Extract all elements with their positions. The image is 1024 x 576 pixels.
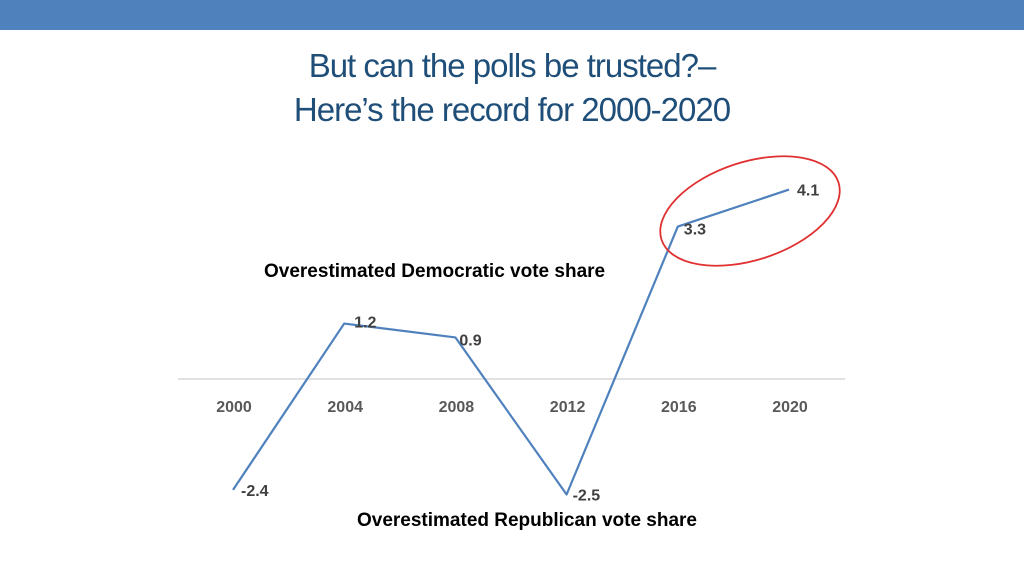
data-label-2004: 1.2	[354, 315, 376, 332]
data-label-2012: -2.5	[573, 488, 601, 505]
data-label-2020: 4.1	[797, 183, 819, 200]
x-tick-label-2016: 2016	[661, 399, 697, 416]
x-tick-label-2012: 2012	[550, 399, 586, 416]
slide-title-line-2: Here’s the record for 2000-2020	[293, 91, 731, 128]
x-tick-label-2008: 2008	[439, 399, 475, 416]
x-tick-label-2020: 2020	[772, 399, 808, 416]
x-tick-label-2000: 2000	[216, 399, 252, 416]
series-line	[232, 188, 790, 496]
data-labels: -2.4 1.2 0.9 -2.5 3.3 4.1	[241, 183, 819, 505]
republican-overestimate-label: Overestimated Republican vote share	[357, 510, 697, 531]
democratic-overestimate-label: Overestimated Democratic vote share	[264, 261, 605, 282]
highlight-ellipse	[659, 155, 841, 267]
x-axis-ticks: 2000 2004 2008 2012 2016 2020	[216, 399, 808, 416]
slide-title: But can the polls be trusted?– Here’s th…	[0, 44, 1024, 132]
data-label-2008: 0.9	[459, 332, 481, 349]
data-label-2000: -2.4	[241, 483, 269, 500]
header-bar	[0, 0, 1024, 30]
x-tick-label-2004: 2004	[327, 399, 363, 416]
data-label-2016: 3.3	[684, 222, 706, 239]
slide-title-line-1: But can the polls be trusted?–	[308, 47, 717, 84]
